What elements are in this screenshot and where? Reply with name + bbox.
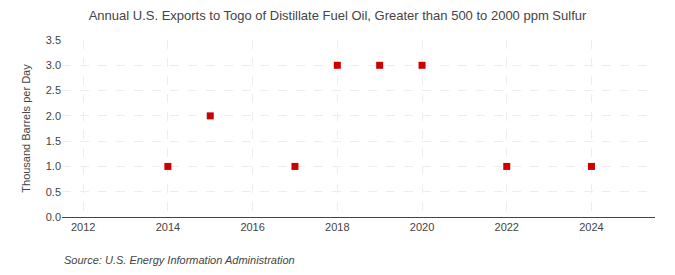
svg-text:Thousand Barrels per Day: Thousand Barrels per Day: [20, 64, 32, 193]
svg-text:1.0: 1.0: [46, 160, 61, 172]
svg-text:3.5: 3.5: [46, 34, 61, 46]
svg-text:0.0: 0.0: [46, 211, 61, 223]
svg-text:3.0: 3.0: [46, 59, 61, 71]
svg-text:1.5: 1.5: [46, 135, 61, 147]
svg-text:0.5: 0.5: [46, 186, 61, 198]
svg-text:2020: 2020: [410, 221, 434, 233]
svg-text:2016: 2016: [240, 221, 264, 233]
svg-text:2018: 2018: [325, 221, 349, 233]
svg-text:2022: 2022: [495, 221, 519, 233]
svg-text:2.5: 2.5: [46, 84, 61, 96]
svg-text:Annual U.S. Exports to Togo of: Annual U.S. Exports to Togo of Distillat…: [89, 8, 587, 23]
svg-text:2.0: 2.0: [46, 110, 61, 122]
svg-text:Source: U.S. Energy Informatio: Source: U.S. Energy Information Administ…: [64, 254, 295, 266]
svg-text:2012: 2012: [71, 221, 95, 233]
svg-text:2014: 2014: [156, 221, 180, 233]
svg-text:2024: 2024: [579, 221, 603, 233]
